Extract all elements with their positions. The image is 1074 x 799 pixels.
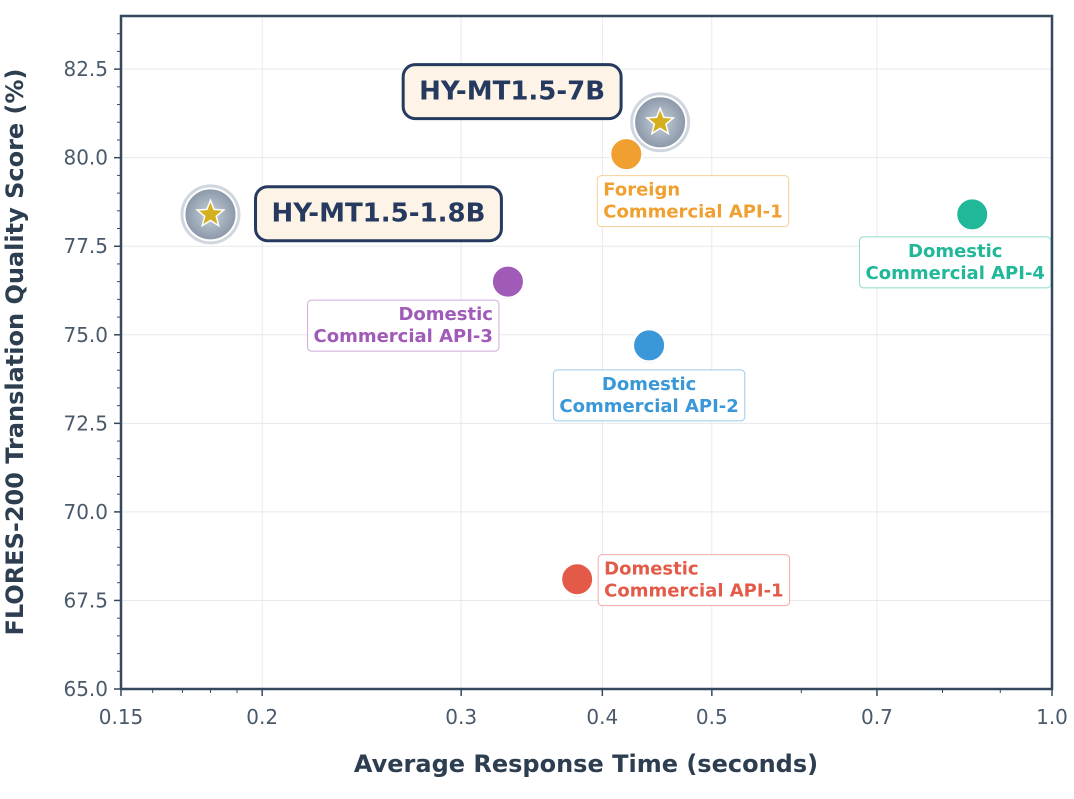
point-label-line: Domestic <box>602 374 696 395</box>
y-axis-title: FLORES-200 Translation Quality Score (%) <box>1 68 29 635</box>
point-label-line: Domestic <box>908 241 1002 262</box>
point-marker <box>490 264 525 299</box>
point-label-line: Commercial API-2 <box>559 396 738 417</box>
point-label-line: Domestic <box>604 559 698 580</box>
point-marker <box>955 197 990 232</box>
point-domestic-api-1: Domestic Commercial API-1 <box>560 554 791 607</box>
y-tick-label: 77.5 <box>63 234 108 258</box>
point-label-line: Commercial API-4 <box>866 263 1045 284</box>
point-label-line: Foreign <box>603 180 680 201</box>
point-label-line: HY-MT1.5-7B <box>419 77 605 107</box>
y-tick-label: 72.5 <box>63 411 108 435</box>
star-marker <box>648 110 672 132</box>
point-label-text: Domestic Commercial API-3 <box>314 304 493 347</box>
point-label-text: Foreign Commercial API-1 <box>603 180 782 223</box>
y-tick-label: 67.5 <box>63 588 108 612</box>
point-label-box <box>307 299 500 352</box>
y-tick-label: 80.0 <box>63 146 108 170</box>
point-label-box <box>552 369 746 422</box>
point-hy-mt15-7b: HY-MT1.5-7B <box>401 63 691 153</box>
point-marker <box>632 328 667 363</box>
x-tick-label: 0.2 <box>246 705 278 729</box>
x-tick-label: 0.3 <box>445 705 477 729</box>
point-label-line: Commercial API-1 <box>603 202 782 223</box>
x-tick-label: 0.5 <box>696 705 728 729</box>
point-label-box <box>596 175 790 228</box>
point-label: Domestic Commercial API-3 <box>307 299 500 352</box>
point-label: Foreign Commercial API-1 <box>596 175 790 228</box>
axes: 0.15 0.2 0.3 0.4 0.5 0.7 1.0 65.0 67.5 70.0 72.5 75… <box>63 14 1068 729</box>
x-tick-label: 1.0 <box>1036 705 1068 729</box>
point-label: Domestic Commercial API-2 <box>552 369 746 422</box>
point-label-box <box>254 185 503 243</box>
point-label-box <box>401 63 623 121</box>
point-domestic-api-4: Domestic Commercial API-4 <box>859 197 1052 289</box>
point-label-text: Domestic Commercial API-2 <box>559 374 738 417</box>
point-hy-mt15-18b: HY-MT1.5-1.8B <box>180 184 503 245</box>
point-label-line: HY-MT1.5-1.8B <box>272 199 486 229</box>
point-label-box <box>597 554 791 607</box>
point-label-line: Commercial API-1 <box>604 581 783 602</box>
point-marker <box>560 562 595 597</box>
y-tick-label: 82.5 <box>63 57 108 81</box>
y-tick-label: 75.0 <box>63 323 108 347</box>
point-label: HY-MT1.5-7B <box>401 63 623 121</box>
x-axis-title: Average Response Time (seconds) <box>354 750 818 778</box>
star-marker <box>199 202 222 225</box>
point-domestic-api-3: Domestic Commercial API-3 <box>307 264 525 352</box>
point-domestic-api-2: Domestic Commercial API-2 <box>552 328 746 422</box>
x-tick-label: 0.4 <box>586 705 618 729</box>
point-label-text: HY-MT1.5-7B <box>419 77 605 107</box>
point-marker <box>609 137 644 172</box>
y-tick-label: 70.0 <box>63 500 108 524</box>
point-label-line: Commercial API-3 <box>314 326 493 347</box>
point-label: HY-MT1.5-1.8B <box>254 185 503 243</box>
point-foreign-api-1: Foreign Commercial API-1 <box>596 137 790 228</box>
point-label: Domestic Commercial API-4 <box>859 236 1052 289</box>
point-label-text: Domestic Commercial API-4 <box>866 241 1045 284</box>
point-label-text: HY-MT1.5-1.8B <box>272 199 486 229</box>
y-tick-label: 65.0 <box>63 677 108 701</box>
point-label: Domestic Commercial API-1 <box>597 554 791 607</box>
x-tick-label: 0.15 <box>99 705 144 729</box>
x-tick-label: 0.7 <box>861 705 893 729</box>
point-label-line: Domestic <box>398 304 492 325</box>
point-label-text: Domestic Commercial API-1 <box>604 559 783 602</box>
